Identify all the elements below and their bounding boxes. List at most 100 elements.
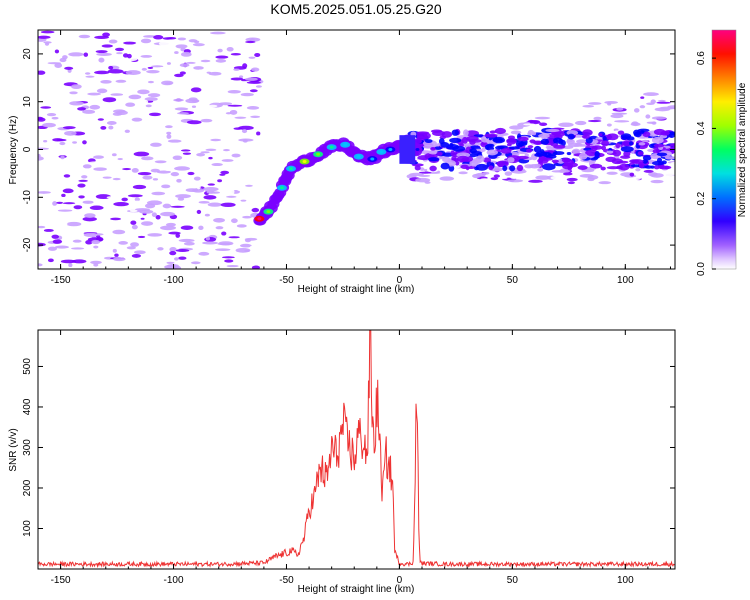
spectral-blob	[218, 38, 225, 42]
spectral-blob	[639, 105, 646, 109]
spectral-blob	[657, 99, 666, 103]
spectral-blob	[659, 106, 675, 110]
colorbar-tick-label: 0.2	[696, 191, 707, 205]
spectral-blob	[113, 202, 129, 207]
snr-panel: -150 -100 -50 0 50 100 100 200 300 400 500 Height…	[8, 329, 676, 595]
spectral-blob	[63, 174, 71, 178]
spectral-blob	[631, 121, 639, 126]
spectral-blob	[196, 152, 206, 157]
spectral-blob	[614, 120, 630, 123]
spectral-blob	[244, 238, 251, 243]
spectral-blob	[164, 82, 173, 85]
snr-x-label: Height of straight line (km)	[298, 584, 415, 595]
x-tick-label: 0	[397, 275, 403, 286]
spectral-blob	[128, 94, 142, 100]
spectral-blob	[101, 222, 112, 226]
spectral-blob	[41, 58, 52, 62]
spectral-blob	[510, 169, 527, 174]
spectral-blob	[51, 234, 60, 239]
spectral-blob	[653, 143, 665, 148]
spectral-blob	[524, 153, 529, 157]
spectral-blob	[143, 35, 157, 38]
spectral-blob	[134, 208, 150, 211]
spectral-blob	[660, 130, 670, 136]
spectral-blob	[90, 260, 102, 265]
spectral-blob	[212, 221, 220, 227]
spectral-blob	[217, 48, 223, 53]
spectral-blob	[168, 231, 181, 235]
spectral-blob	[190, 87, 202, 93]
x-tick-label: 0	[397, 575, 403, 586]
spectral-blob	[123, 57, 138, 62]
spectral-blob	[475, 155, 485, 163]
spectral-blob	[432, 130, 446, 137]
spectral-blob	[542, 113, 553, 118]
spectral-blob	[182, 152, 192, 155]
spectral-blob	[77, 183, 86, 188]
spectral-blob	[644, 165, 653, 169]
spectral-blob	[38, 35, 51, 39]
spectral-blob	[414, 165, 421, 171]
spectral-blob	[638, 142, 646, 146]
spectral-blob	[66, 221, 82, 227]
spectral-blob	[95, 50, 108, 54]
spectral-blob	[656, 152, 668, 157]
spectral-blob	[566, 138, 575, 145]
colorbar-tick-label: 0.4	[696, 121, 707, 135]
spectral-blob	[248, 56, 256, 59]
spectral-blob	[59, 57, 67, 63]
spectral-blob	[486, 149, 499, 156]
y-tick-label: 20	[22, 48, 33, 60]
spectral-blob	[83, 52, 89, 57]
spectral-blob	[40, 30, 55, 34]
spectral-blob	[152, 178, 159, 181]
spectral-blob	[59, 141, 66, 146]
spectral-blob	[462, 129, 469, 137]
spectral-blob	[179, 63, 190, 68]
spectral-blob	[218, 102, 233, 106]
spectral-blob	[169, 251, 177, 256]
spectral-blob	[442, 157, 451, 163]
spectral-blob	[110, 217, 121, 221]
spectral-blob	[198, 251, 210, 256]
spectral-blob	[607, 102, 612, 106]
spectral-blob	[115, 47, 125, 52]
spectral-blob	[563, 159, 575, 166]
spectral-blob	[540, 149, 545, 154]
spectral-blob	[68, 263, 73, 268]
spectral-blob	[220, 170, 230, 175]
spectral-blob	[129, 209, 138, 213]
spectral-blob	[582, 104, 595, 108]
spectral-blob	[117, 157, 123, 161]
spectral-blob	[64, 130, 77, 136]
spectral-blob	[626, 136, 635, 141]
spectral-blob	[112, 257, 126, 262]
spectral-blob	[534, 153, 544, 157]
spectral-blob	[670, 161, 675, 166]
spectral-blob	[238, 125, 254, 130]
spectral-blob	[510, 175, 519, 179]
spectral-blob	[89, 104, 101, 110]
spectral-blob	[81, 175, 88, 179]
spectral-blob	[635, 168, 641, 172]
spectral-blob	[302, 159, 307, 163]
spectral-blob	[106, 121, 117, 126]
spectral-blob	[101, 44, 113, 48]
spectral-blob	[137, 89, 150, 95]
spectral-blob	[220, 202, 236, 208]
spectral-blob	[527, 129, 535, 136]
spectral-blob	[242, 215, 252, 219]
colorbar-tick-label: 0.0	[696, 262, 707, 276]
spectral-blob	[191, 105, 197, 108]
spectral-blob	[550, 175, 563, 180]
spectral-blob	[630, 177, 641, 181]
spectral-blob	[112, 248, 117, 253]
spectral-blob	[205, 148, 217, 152]
spectral-blob	[245, 40, 256, 44]
spectral-blob	[151, 263, 160, 268]
spectral-blob	[170, 171, 180, 177]
spectral-blob	[87, 161, 104, 165]
spectral-blob	[235, 192, 251, 196]
spectral-blob	[124, 66, 140, 70]
spectral-blob	[185, 188, 199, 193]
